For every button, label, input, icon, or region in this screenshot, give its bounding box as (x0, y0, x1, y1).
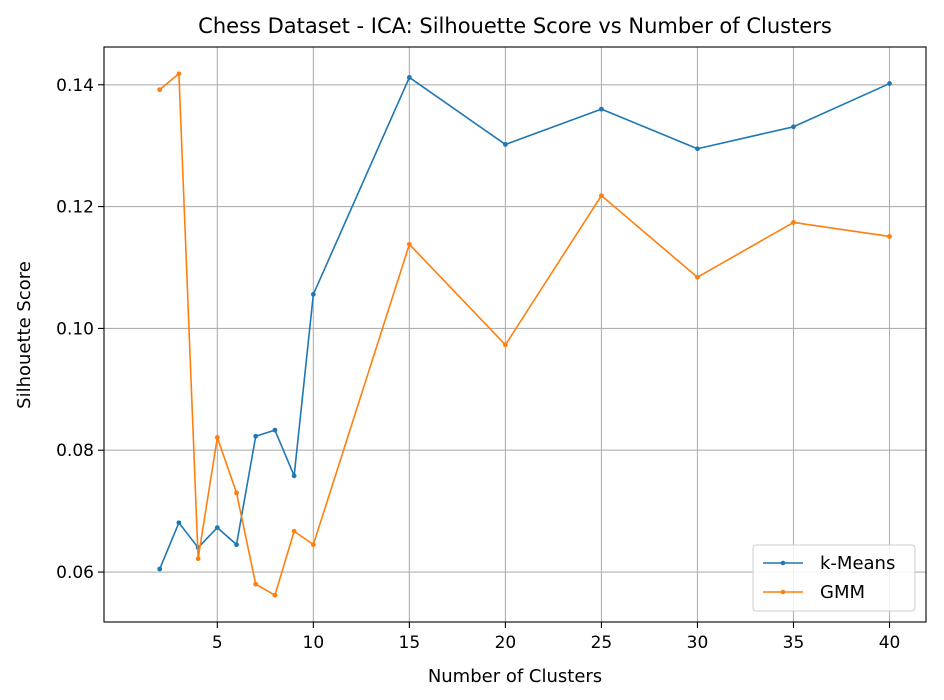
data-point-k-means (234, 542, 239, 548)
legend: k-Means GMM (752, 544, 916, 612)
data-point-k-means (272, 427, 278, 433)
data-point-k-means (599, 106, 604, 112)
plot-frame (103, 46, 927, 623)
y-axis-label: Silhouette Score (14, 261, 35, 409)
data-point-gmm (214, 435, 220, 440)
data-point-gmm (234, 490, 239, 496)
data-point-gmm (291, 528, 297, 534)
x-tick-label: 15 (399, 633, 421, 653)
data-point-k-means (157, 566, 163, 572)
x-tick-label: 35 (783, 633, 805, 653)
y-tick-label: 0.08 (56, 441, 94, 461)
data-point-gmm (791, 220, 796, 225)
y-tick-label: 0.14 (56, 76, 94, 96)
legend-label-gmm: GMM (820, 582, 865, 603)
x-axis-label: Number of Clusters (428, 666, 602, 687)
legend-box (752, 544, 916, 612)
y-axis-ticks: 0.06 0.08 0.10 0.12 0.14 (56, 76, 104, 583)
grid (104, 47, 926, 622)
x-tick-label: 10 (303, 633, 325, 653)
data-point-gmm (195, 556, 201, 562)
x-tick-label: 40 (879, 633, 901, 653)
data-point-k-means (291, 473, 297, 479)
data-point-gmm (272, 592, 278, 598)
data-point-gmm (157, 87, 163, 93)
y-tick-label: 0.12 (56, 198, 94, 218)
y-tick-label: 0.10 (56, 319, 94, 339)
x-tick-label: 20 (495, 633, 517, 653)
data-point-k-means (310, 291, 316, 297)
data-point-gmm (310, 542, 316, 548)
data-point-gmm (599, 193, 604, 199)
data-point-k-means (502, 142, 508, 147)
data-point-gmm (406, 241, 412, 247)
series-layer (157, 71, 892, 598)
data-point-k-means (791, 124, 796, 130)
chart-title: Chess Dataset - ICA: Silhouette Score vs… (198, 14, 832, 38)
data-point-k-means (887, 81, 892, 86)
data-point-k-means (214, 525, 220, 530)
data-point-gmm (502, 342, 508, 348)
data-point-gmm (253, 581, 259, 587)
data-point-k-means (406, 75, 412, 80)
y-tick-label: 0.06 (56, 563, 94, 583)
x-axis-ticks: 5 10 15 20 25 30 35 40 (212, 622, 900, 653)
x-tick-label: 25 (591, 633, 613, 653)
data-point-gmm (887, 234, 892, 239)
legend-label-kmeans: k-Means (820, 553, 895, 574)
data-point-k-means (695, 146, 700, 152)
data-point-k-means (253, 433, 259, 439)
data-point-k-means (176, 520, 182, 526)
x-tick-label: 30 (687, 633, 709, 653)
x-tick-label: 5 (212, 633, 223, 653)
legend-marker-kmeans (780, 560, 786, 566)
data-point-gmm (176, 71, 182, 77)
data-point-gmm (695, 274, 700, 280)
legend-marker-gmm (780, 589, 786, 595)
